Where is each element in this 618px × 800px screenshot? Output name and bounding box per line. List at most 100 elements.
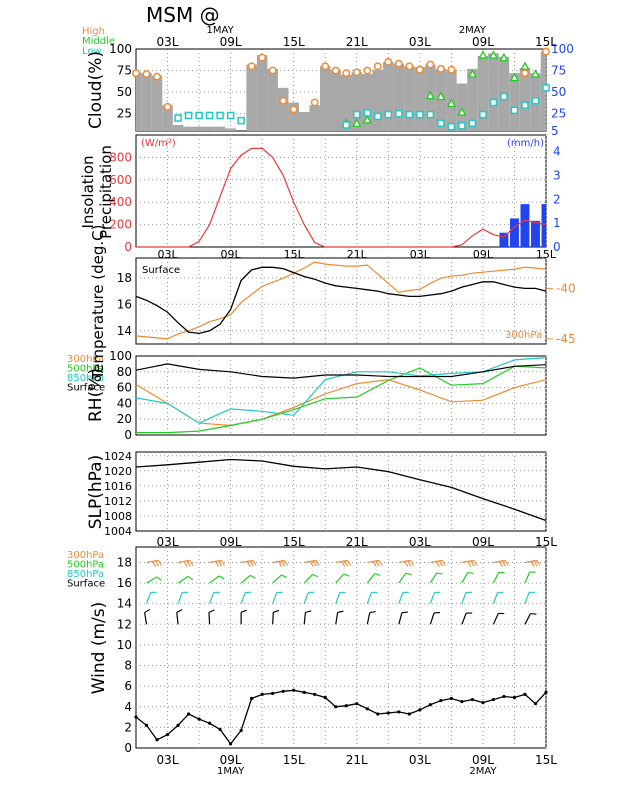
cloud-ytick-right: 25 (551, 107, 566, 121)
wind-barb-850hpa (461, 592, 467, 604)
wind-surface-point (512, 695, 517, 700)
cloud-high-point (279, 96, 288, 105)
cloud-low-point (437, 119, 445, 127)
cloud-low-point (216, 111, 224, 120)
top-tick-label: 15L (535, 35, 557, 49)
top-tick-label: 09L (472, 35, 494, 49)
wind-barb-surface (366, 612, 371, 625)
cloud-bar (319, 66, 331, 131)
wind-surface-point (323, 695, 327, 700)
cloud-high-point (363, 66, 372, 75)
cloud-high-point (289, 105, 298, 114)
wind-barb-flag (536, 560, 541, 566)
insolation-unit-left: (W/m²) (141, 138, 176, 149)
cloud-low-point (405, 110, 414, 119)
wind-legend-500hpa: 500hPa (67, 560, 104, 571)
cloud-bar (330, 69, 341, 131)
cloud-ytick-left: 100 (109, 42, 132, 56)
cloud-bar (372, 69, 384, 131)
slp-ytick: 1020 (104, 465, 132, 478)
wind-barb-flag (404, 561, 409, 567)
cloud-ytick-left: 75 (117, 64, 132, 78)
wind-barb-flag (344, 560, 349, 567)
cloud-low-point (374, 112, 382, 121)
top-tick-label: 09L (220, 35, 242, 49)
wind-barb-500hpa (524, 571, 531, 584)
wind-barb-flag (187, 575, 194, 581)
wind-barb-surface (303, 612, 307, 625)
cloud-high-point (142, 70, 151, 78)
wind-legend-surface: Surface (67, 579, 105, 590)
wind-barb-flag (281, 560, 286, 567)
wind-surface-point (207, 721, 212, 725)
insolation-xtick: 15L (284, 248, 305, 261)
rh-ytick: 40 (117, 396, 132, 410)
wind-barb-flag (375, 560, 380, 567)
rh-line-500hpa (136, 365, 547, 434)
wind-barb-flag (315, 560, 320, 566)
wind-barb-flag (252, 560, 257, 566)
precip-bar (520, 204, 530, 247)
wind-barb-850hpa (492, 592, 499, 604)
wind-barb-500hpa (272, 574, 282, 584)
wind-barb-850hpa (240, 592, 246, 604)
wind-barb-flag (374, 573, 381, 576)
wind-surface-point (334, 705, 338, 709)
cloud-legend-low: Low (82, 46, 102, 57)
wind-barb-flag (435, 561, 440, 567)
wind-surface-point (355, 702, 359, 706)
wind-barb-flag (410, 560, 415, 566)
wind-ytick: 0 (124, 741, 132, 755)
wind-ylabel: Wind (m/s) (89, 602, 109, 695)
wind-barb-flag (372, 561, 377, 567)
insolation-ylabel: Insolation (79, 155, 97, 228)
wind-xtick: 15L (283, 753, 305, 767)
slp-xtick: 15L (283, 535, 305, 549)
wind-ytick: 18 (117, 555, 132, 569)
wind-barb-500hpa (429, 572, 438, 584)
wind-xtick: 03L (157, 753, 179, 767)
cloud-high-point (415, 65, 424, 74)
precipitation-ylabel: Precipitation (97, 145, 115, 239)
wind-barb-flag (405, 572, 412, 576)
cloud-low-point (395, 109, 403, 118)
cloud-bar (141, 73, 152, 131)
cloud-bar (162, 105, 173, 131)
wind-barb-flag (240, 609, 247, 613)
cloud-bar (393, 63, 405, 131)
cloud-high-point (394, 59, 403, 68)
wind-surface-point (344, 704, 348, 708)
cloud-high-point (132, 69, 140, 78)
cloud-low-point (342, 121, 351, 129)
precip-ytick: 2 (553, 192, 561, 206)
wind-barb-500hpa (240, 574, 251, 584)
temperature-surface-line (135, 266, 547, 335)
top-date-label: 1MAY (207, 25, 235, 36)
wind-barb-500hpa (335, 573, 345, 584)
slp-xtick: 09L (220, 535, 242, 549)
cloud-high-point (342, 69, 351, 78)
precip-ytick: 0 (553, 240, 561, 254)
wind-ytick: 14 (117, 597, 132, 611)
precip-ytick: 1 (553, 216, 561, 230)
cloud-bar (467, 68, 478, 131)
cloud-low-point (521, 101, 529, 109)
cloud-bar (519, 67, 531, 131)
top-tick-label: 03L (157, 35, 179, 49)
wind-barb-flag (189, 560, 194, 566)
wind-barb-flag (378, 560, 383, 566)
temperature-ytick-left: 16 (117, 297, 132, 311)
wind-barb-850hpa (398, 592, 404, 604)
cloud-bar (309, 105, 320, 131)
wind-barb-surface (335, 612, 339, 625)
slp-ytick: 1016 (104, 480, 132, 493)
rh-legend-500hpa: 500hPa (67, 364, 104, 375)
rh-legend-surface: Surface (67, 383, 105, 394)
cloud-ylabel: Cloud(%) (86, 51, 106, 129)
rh-line-850hpa (135, 357, 547, 424)
cloud-high-point (447, 65, 456, 74)
temperature-300hpa-line (135, 261, 547, 340)
cloud-middle-point (509, 72, 520, 82)
wind-barb-flag (401, 611, 408, 614)
cloud-high-point (247, 62, 256, 71)
